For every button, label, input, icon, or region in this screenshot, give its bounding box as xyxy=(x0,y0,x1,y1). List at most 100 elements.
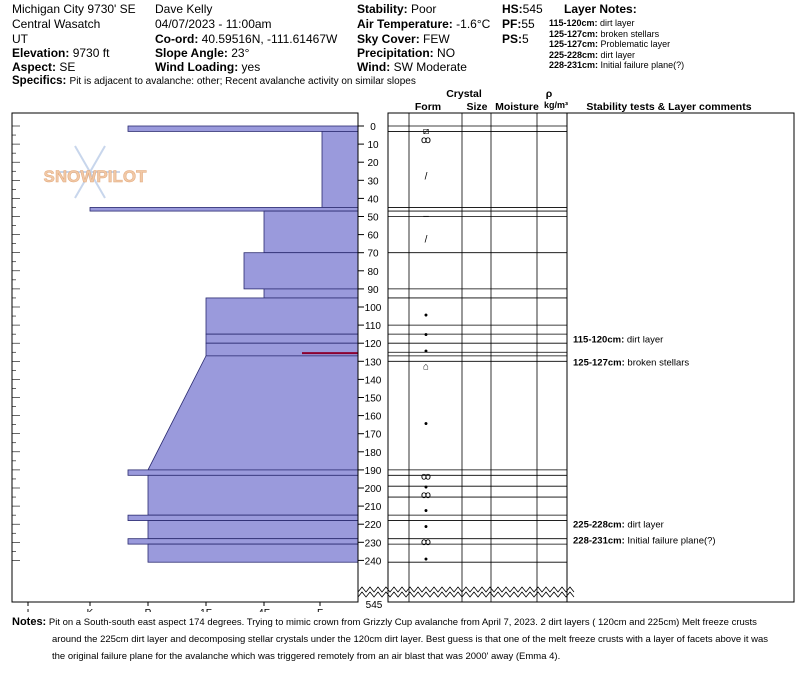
depth-tick-label: 40 xyxy=(367,194,379,205)
hardness-bar xyxy=(127,469,359,476)
grain-form-symbol: – xyxy=(423,211,429,222)
hardness-tick-label: 1F xyxy=(200,608,212,612)
hardness-bar xyxy=(205,333,359,344)
hardness-bar xyxy=(205,297,359,335)
depth-tick-label: 30 xyxy=(367,176,379,187)
grain-form-symbol: / xyxy=(425,235,428,246)
depth-tick-label: 200 xyxy=(365,484,382,495)
depth-tick-label: 240 xyxy=(365,556,382,567)
stability-column-header: Stability tests & Layer comments xyxy=(586,101,751,113)
layer-notes-title: Layer Notes: xyxy=(564,2,637,16)
chart-labels: 0 10 20 30 40 50 60 70 80 90 100 110 120 130 140 150 160… xyxy=(27,88,752,612)
notes-line-2: around the 225cm dirt layer and decompos… xyxy=(52,634,769,645)
hardness-bar xyxy=(147,520,359,540)
depth-tick-label: 170 xyxy=(365,430,382,441)
depth-tick-label: 110 xyxy=(365,321,381,332)
layer-table-frame xyxy=(387,112,568,603)
notes-line-1: Pit on a South-south east aspect 174 deg… xyxy=(48,617,757,628)
depth-tick-label: 90 xyxy=(367,285,379,296)
size-column-header: Size xyxy=(466,101,487,113)
grain-form-symbol: ● xyxy=(424,524,428,531)
depth-tick-label: 100 xyxy=(365,303,382,314)
layer-comment: 225-228cm: dirt layer xyxy=(573,519,664,530)
hs: HS:545 xyxy=(502,2,543,16)
grain-form-symbol: ꝏ xyxy=(421,472,431,483)
grain-form-symbol: ⌂ xyxy=(423,361,429,372)
depth-tick-label: 180 xyxy=(365,448,382,459)
state: UT xyxy=(12,32,28,46)
depth-tick-label: 50 xyxy=(367,213,379,224)
elevation: Elevation: 9730 ft xyxy=(12,46,110,60)
pf: PF:55 xyxy=(502,17,535,31)
grain-form-symbol: ● xyxy=(424,556,428,563)
hardness-tick-label: P xyxy=(145,608,152,612)
depth-tick-label: 220 xyxy=(365,520,382,531)
hardness-bar xyxy=(147,355,359,471)
depth-tick-label: 20 xyxy=(367,158,379,169)
axis-break xyxy=(357,586,575,593)
hardness-bar xyxy=(243,252,359,290)
grain-form-symbol: ● xyxy=(424,507,428,514)
moisture-column-header: Moisture xyxy=(495,101,539,113)
aspect: Aspect: SE xyxy=(12,60,76,74)
grain-form-symbol: ● xyxy=(424,484,428,491)
grain-form-symbol: ꝏ xyxy=(421,135,431,146)
grain-form-symbol: ● xyxy=(424,312,428,319)
depth-tick-label: 10 xyxy=(367,140,379,151)
layer-note-item: 228-231cm: Initial failure plane(?) xyxy=(549,60,685,70)
grain-form-symbol: ⧄ xyxy=(423,126,429,137)
hardness-bar xyxy=(127,125,359,132)
hardness-tick-label: F xyxy=(317,608,323,612)
grain-form-symbol: ● xyxy=(424,332,428,339)
depth-tick-label: 190 xyxy=(365,466,382,477)
depth-tick-label: 140 xyxy=(365,375,382,386)
chart-axes xyxy=(11,112,575,606)
hardness-tick-label: K xyxy=(87,608,94,612)
comments-frame xyxy=(566,112,795,603)
range: Central Wasatch xyxy=(12,17,101,31)
notes: Notes: Pit on a South-south east aspect … xyxy=(12,614,794,665)
hardness-bar xyxy=(89,207,359,212)
depth-tick-label: 210 xyxy=(365,502,382,513)
hardness-bar xyxy=(127,514,359,521)
density-unit: kg/m³ xyxy=(544,100,568,110)
specifics: Specifics: Pit is adjacent to avalanche:… xyxy=(12,75,416,87)
layer-comment: 228-231cm: Initial failure plane(?) xyxy=(573,536,716,547)
slope-angle: Slope Angle: 23° xyxy=(155,46,250,60)
hardness-bar xyxy=(127,538,359,545)
hardness-tick-label: I xyxy=(27,608,30,612)
grain-form-symbol: ● xyxy=(424,420,428,427)
depth-tick-label: 80 xyxy=(367,267,379,278)
depth-tick-label: 160 xyxy=(365,412,382,423)
hardness-tick-label: 4F xyxy=(258,608,270,612)
snowpilot-watermark: SNOWPILOT xyxy=(43,145,147,199)
snowflake-arm xyxy=(74,171,91,199)
grain-form-symbol: ꝏ xyxy=(421,537,431,548)
location: Michigan City 9730' SE xyxy=(12,2,136,16)
density-symbol: ρ xyxy=(546,88,553,100)
layer-note-item: 225-228cm: dirt layer xyxy=(549,49,636,60)
hardness-bar xyxy=(147,474,359,516)
hardness-bar xyxy=(321,131,359,208)
crystal-header: Crystal xyxy=(446,88,482,100)
layer-note-item: 125-127cm: broken stellars xyxy=(549,28,660,39)
depth-tick-label: 230 xyxy=(365,538,382,549)
observer: Dave Kelly xyxy=(155,2,213,16)
air-temperature: Air Temperature: -1.6°C xyxy=(357,17,491,31)
layer-note-item: 115-120cm: dirt layer xyxy=(549,18,635,28)
grain-form-symbol: / xyxy=(425,171,428,182)
datetime: 04/07/2023 - 11:00am xyxy=(155,17,272,31)
depth-tick-label: 60 xyxy=(367,231,379,242)
form-column-header: Form xyxy=(415,101,441,113)
grain-form-symbol: ● xyxy=(424,348,428,355)
layer-table xyxy=(387,112,795,603)
depth-break-label: 545 xyxy=(366,600,383,611)
layer-note-item: 125-127cm: Problematic layer xyxy=(549,39,671,49)
axis-break xyxy=(357,591,575,598)
depth-tick-label: 130 xyxy=(365,357,382,368)
wind: Wind: SW Moderate xyxy=(357,60,467,74)
hardness-bars xyxy=(89,125,359,563)
depth-tick-label: 150 xyxy=(365,394,382,405)
snowflake-arm xyxy=(89,171,106,199)
snow-profile-chart: SNOWPILOT 0 10 20 30 40 50 60 70 80 90 100 110 120 13… xyxy=(11,88,795,612)
